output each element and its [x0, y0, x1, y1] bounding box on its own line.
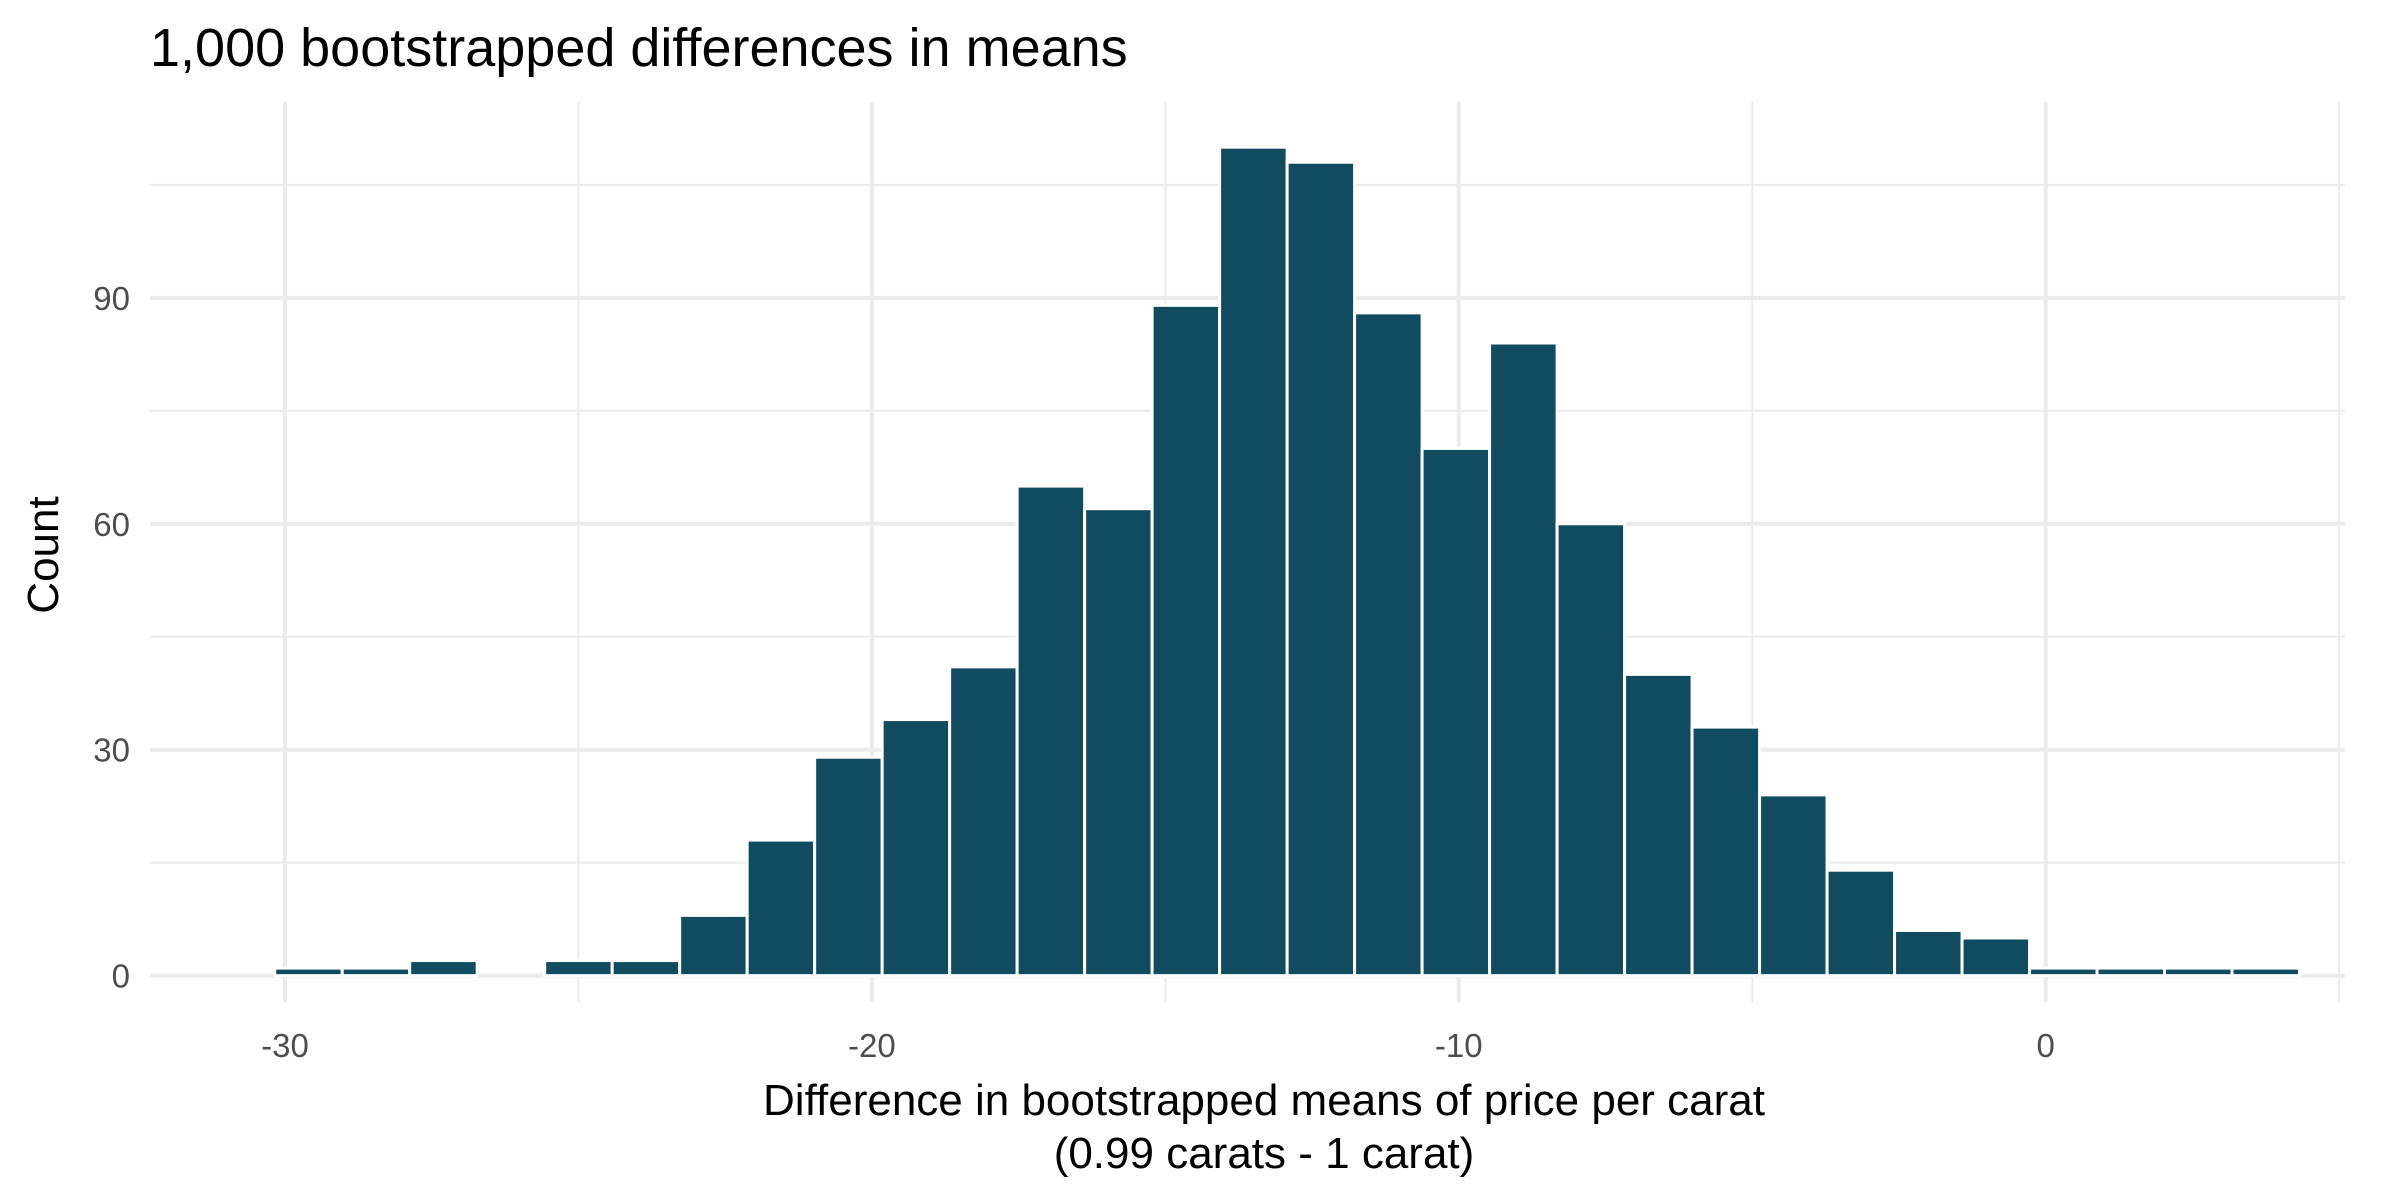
histogram-bar [273, 966, 344, 978]
histogram-bar [678, 913, 749, 978]
histogram-bars [273, 145, 2302, 978]
histogram-bar [1488, 341, 1559, 978]
y-axis-label: Count [19, 496, 68, 613]
histogram-bar [1893, 928, 1964, 978]
y-tick-label: 30 [93, 732, 130, 769]
histogram-bar [880, 718, 952, 978]
histogram-bar [2163, 966, 2234, 978]
x-tick-label: -20 [848, 1027, 896, 1064]
x-tick-label: -30 [261, 1027, 309, 1064]
x-tick-label: 0 [2037, 1027, 2055, 1064]
histogram-bar [1083, 507, 1154, 978]
histogram-bar [2095, 966, 2167, 978]
y-axis-ticks: 0 30 60 90 [93, 280, 130, 995]
histogram-bar [2230, 966, 2302, 978]
histogram-bar [1758, 793, 1829, 978]
histogram-bar [340, 966, 412, 978]
histogram-bar [1015, 484, 1087, 978]
y-tick-label: 0 [112, 958, 130, 995]
histogram-bar [1960, 936, 2032, 978]
histogram-bar [1285, 160, 1357, 978]
y-tick-label: 90 [93, 280, 130, 317]
histogram-bar [1353, 311, 1424, 978]
histogram-bar [2028, 966, 2099, 978]
histogram-bar [1623, 672, 1694, 978]
histogram-bar [948, 665, 1019, 978]
x-axis-label-line2: (0.99 carats - 1 carat) [1054, 1129, 1475, 1178]
x-axis-ticks: -30 -20 -10 0 [261, 1027, 2055, 1064]
histogram-bar [1690, 725, 1762, 978]
x-axis-label-line1: Difference in bootstrapped means of pric… [763, 1076, 1765, 1125]
histogram-bar [1218, 145, 1289, 978]
histogram-bar [1150, 303, 1222, 978]
histogram-bar [610, 959, 682, 978]
chart-title: 1,000 bootstrapped differences in means [150, 18, 1128, 78]
histogram-bar [813, 755, 884, 978]
histogram-bar [1555, 522, 1627, 978]
histogram-bar [408, 959, 479, 978]
histogram-bar [1825, 868, 1897, 978]
x-tick-label: -10 [1435, 1027, 1483, 1064]
histogram-bar [1420, 446, 1492, 978]
y-tick-label: 60 [93, 506, 130, 543]
histogram-bar [745, 838, 817, 978]
histogram-bar [543, 959, 614, 978]
